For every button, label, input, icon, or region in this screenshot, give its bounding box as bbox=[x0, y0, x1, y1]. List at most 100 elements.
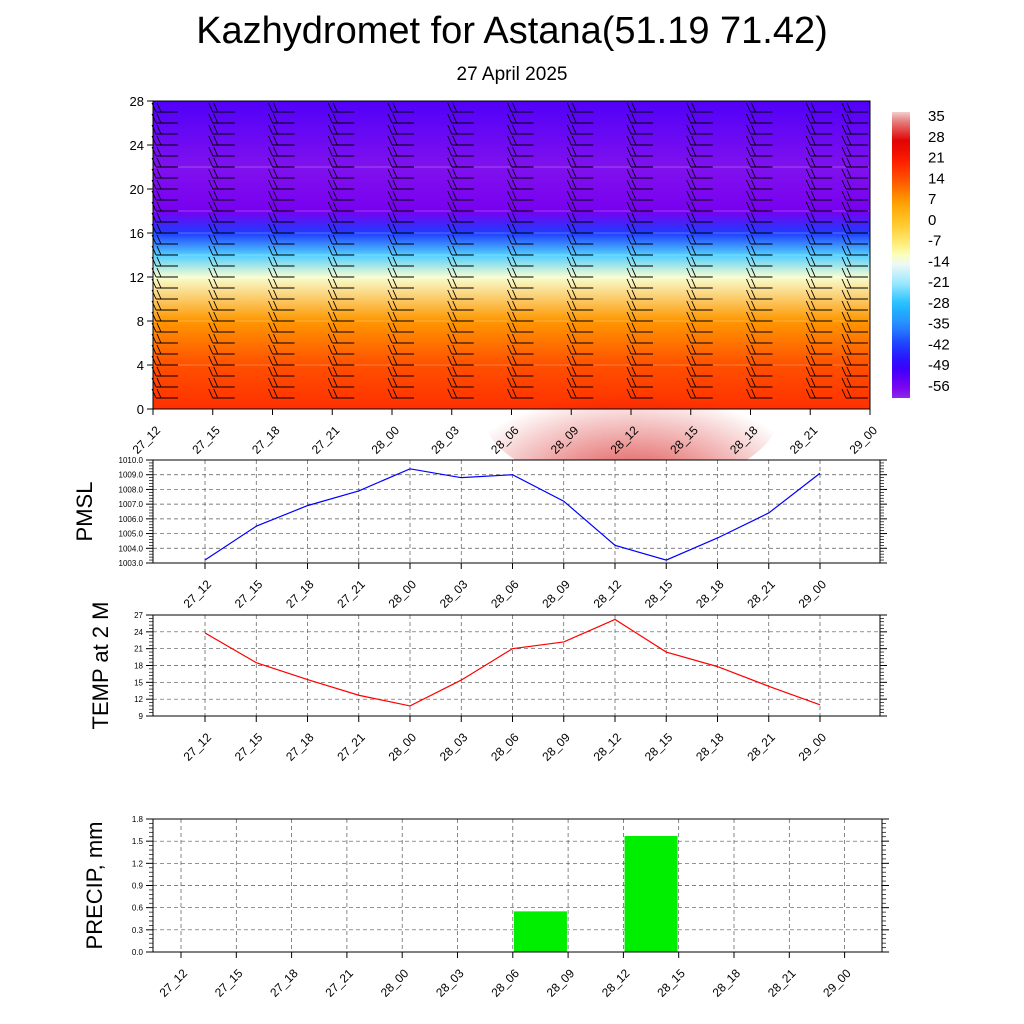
wind-barb-flag bbox=[156, 135, 162, 146]
wind-barb-flag bbox=[751, 256, 756, 267]
wind-barb-flag bbox=[156, 289, 162, 300]
wind-barb-flag bbox=[631, 146, 637, 157]
wind-barb-flag bbox=[566, 135, 572, 146]
y-tick-label: 0 bbox=[137, 402, 144, 417]
wind-barb-flag bbox=[566, 322, 572, 333]
wind-barb-flag bbox=[213, 157, 219, 168]
wind-barb-flag bbox=[846, 311, 852, 322]
wind-barb-flag bbox=[686, 388, 692, 399]
wind-barb-flag bbox=[626, 355, 632, 366]
wind-barb-flag bbox=[447, 190, 453, 201]
wind-barb-flag bbox=[452, 333, 458, 344]
wind-barb-flag bbox=[392, 223, 398, 234]
wind-barb-flag bbox=[156, 102, 162, 113]
y-axis-title: PMSL bbox=[72, 482, 97, 542]
wind-barb-flag bbox=[156, 146, 162, 157]
wind-barb-flag bbox=[268, 113, 273, 124]
wind-barb-flag bbox=[507, 234, 512, 245]
wind-barb-flag bbox=[268, 267, 273, 278]
wind-barb-flag bbox=[392, 311, 398, 322]
wind-barb-flag bbox=[841, 113, 847, 124]
wind-barb-flag bbox=[273, 333, 278, 344]
wind-barb-flag bbox=[156, 212, 162, 223]
wind-barb-flag bbox=[447, 102, 453, 113]
wind-barb-flag bbox=[327, 113, 333, 124]
wind-barb-flag bbox=[273, 366, 278, 377]
wind-barb-flag bbox=[571, 212, 577, 223]
wind-barb-flag bbox=[691, 322, 697, 333]
x-tick-label: 28_09 bbox=[539, 577, 573, 611]
wind-barb-flag bbox=[631, 124, 637, 135]
wind-barb-flag bbox=[841, 289, 847, 300]
wind-barb-flag bbox=[631, 135, 637, 146]
wind-barb-flag bbox=[156, 124, 162, 135]
wind-barb-flag bbox=[387, 212, 393, 223]
wind-barb-flag bbox=[810, 157, 816, 168]
wind-barb-flag bbox=[810, 366, 816, 377]
wind-barb-flag bbox=[512, 366, 517, 377]
wind-barb-flag bbox=[268, 300, 273, 311]
wind-barb-flag bbox=[327, 278, 333, 289]
wind-barb-flag bbox=[268, 168, 273, 179]
x-tick-label: 28_03 bbox=[437, 730, 471, 764]
colorbar-label: 28 bbox=[928, 129, 945, 146]
wind-barb-flag bbox=[392, 289, 398, 300]
wind-barb-flag bbox=[805, 179, 811, 190]
wind-barb-flag bbox=[631, 234, 637, 245]
wind-barb-flag bbox=[507, 113, 512, 124]
wind-barb-flag bbox=[841, 344, 847, 355]
wind-barb-flag bbox=[631, 212, 637, 223]
wind-barb-flag bbox=[268, 157, 273, 168]
y-tick-label: 1008.0 bbox=[119, 485, 144, 494]
wind-barb-flag bbox=[268, 223, 273, 234]
wind-barb-flag bbox=[392, 234, 398, 245]
wind-barb-flag bbox=[332, 256, 338, 267]
wind-barb-flag bbox=[686, 355, 692, 366]
wind-barb-flag bbox=[846, 388, 852, 399]
wind-barb-flag bbox=[273, 355, 278, 366]
wind-barb-flag bbox=[447, 223, 453, 234]
wind-barb-flag bbox=[447, 201, 453, 212]
wind-barb-flag bbox=[512, 278, 517, 289]
wind-barb-flag bbox=[392, 333, 398, 344]
wind-barb-flag bbox=[691, 388, 697, 399]
wind-barb-flag bbox=[392, 190, 398, 201]
wind-barb-flag bbox=[447, 278, 453, 289]
wind-barb-flag bbox=[447, 245, 453, 256]
y-tick-label: 27 bbox=[134, 611, 143, 620]
y-tick-label: 9 bbox=[139, 712, 144, 721]
wind-barb-flag bbox=[327, 223, 333, 234]
wind-barb-flag bbox=[327, 190, 333, 201]
precip-chart: 0.0 0.3 0.6 0.9 1.2 1.5 1.8 27_12 27_15 27_18 27_2… bbox=[82, 815, 889, 1000]
wind-barb-flag bbox=[686, 300, 692, 311]
wind-barb-flag bbox=[512, 377, 517, 388]
wind-barb-flag bbox=[512, 223, 517, 234]
wind-barb-flag bbox=[571, 311, 577, 322]
wind-barb-flag bbox=[273, 179, 278, 190]
wind-barb-flag bbox=[512, 212, 517, 223]
wind-barb-flag bbox=[691, 311, 697, 322]
wind-barb-flag bbox=[332, 289, 338, 300]
wind-barb-flag bbox=[751, 124, 756, 135]
wind-barb-flag bbox=[327, 355, 333, 366]
wind-barb-flag bbox=[447, 113, 453, 124]
wind-barb-flag bbox=[626, 190, 632, 201]
wind-barb-flag bbox=[566, 344, 572, 355]
wind-barb-flag bbox=[571, 157, 577, 168]
y-tick-label: 1003.0 bbox=[119, 559, 144, 568]
wind-barb-flag bbox=[626, 377, 632, 388]
wind-barb-flag bbox=[805, 355, 811, 366]
wind-barb-flag bbox=[566, 201, 572, 212]
wind-barb-flag bbox=[686, 113, 692, 124]
wind-barb-flag bbox=[846, 278, 852, 289]
wind-barb-flag bbox=[447, 256, 453, 267]
wind-barb-flag bbox=[691, 366, 697, 377]
wind-barb-flag bbox=[566, 113, 572, 124]
wind-barb-flag bbox=[626, 201, 632, 212]
wind-barb-flag bbox=[686, 377, 692, 388]
x-tick-label: 28_15 bbox=[642, 577, 676, 611]
wind-barb-flag bbox=[507, 190, 512, 201]
wind-barb-flag bbox=[392, 366, 398, 377]
wind-barb-flag bbox=[392, 278, 398, 289]
wind-barb-flag bbox=[746, 355, 751, 366]
